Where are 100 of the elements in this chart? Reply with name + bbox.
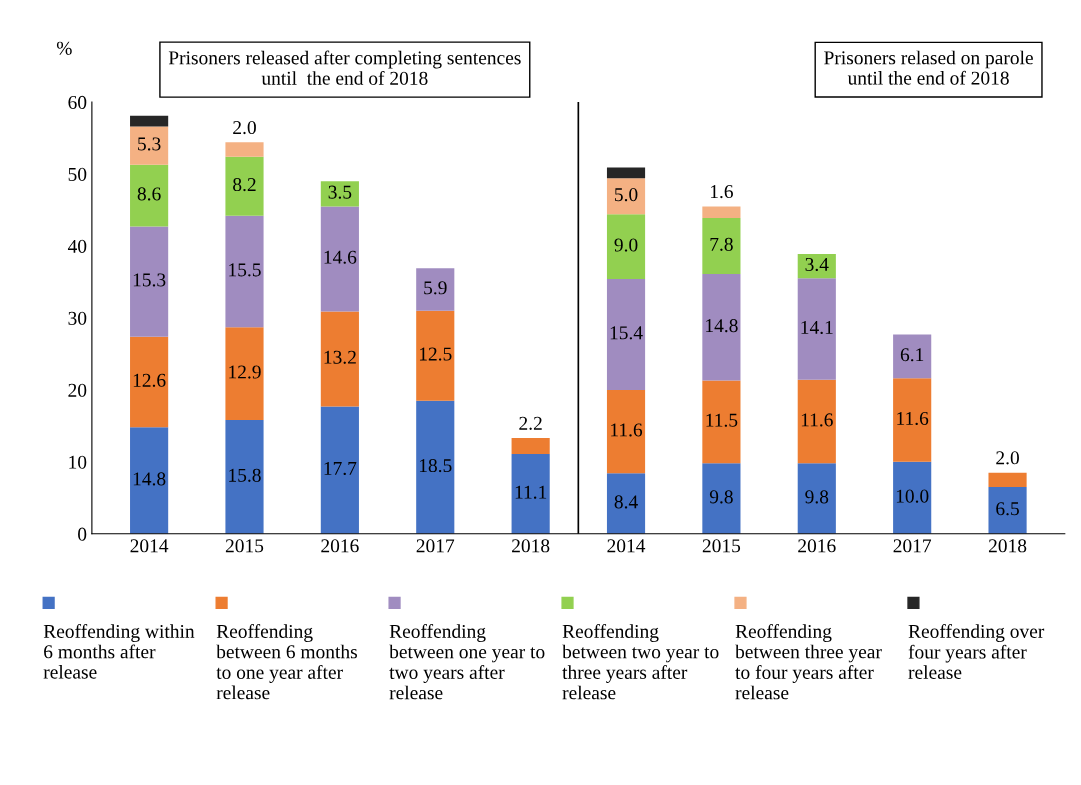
x-tick-label: 2017	[416, 539, 455, 553]
bar	[606, 389, 646, 474]
bar	[225, 327, 264, 421]
x-tick-label: 2017	[893, 539, 932, 553]
data-label: 9.8	[805, 490, 829, 504]
x-tick-label: 2015	[225, 539, 264, 553]
bar	[130, 164, 169, 227]
x-tick-label: 2018	[512, 539, 550, 553]
data-label: 6.5	[996, 502, 1019, 516]
bar	[606, 167, 646, 179]
bar	[702, 380, 741, 464]
bar	[320, 206, 359, 312]
bar	[797, 278, 836, 380]
x-tick-label: 2014	[130, 539, 169, 553]
data-label: 5.9	[424, 281, 447, 295]
bar	[225, 420, 264, 534]
data-label: 18.5	[419, 458, 452, 473]
bar	[893, 334, 932, 379]
data-label: 8.6	[137, 187, 161, 201]
data-label: 3.5	[328, 185, 352, 199]
bar	[416, 268, 455, 311]
x-tick-label: 2018	[988, 539, 1027, 553]
text: Prisoners relased on parole until the end of 2018	[824, 50, 1033, 85]
bar	[225, 142, 264, 157]
bar	[416, 400, 455, 534]
bar	[130, 126, 169, 165]
bar	[416, 310, 455, 401]
bar	[702, 217, 741, 275]
data-label: 6.1	[900, 348, 924, 362]
bar	[130, 336, 169, 428]
data-label: 8.4	[614, 495, 638, 509]
bar	[606, 473, 646, 534]
bar	[797, 463, 836, 534]
x-tick-label: 2014	[607, 539, 646, 553]
data-label: 11.6	[611, 423, 643, 437]
data-label: 15.5	[229, 263, 261, 277]
data-label: 13.2	[324, 350, 356, 364]
legend-label: Reoffending between 6 months to one year after release	[216, 624, 357, 700]
x-tick-label: 2016	[798, 539, 836, 553]
data-label: 2.0	[996, 451, 1019, 465]
data-label: 12.6	[133, 373, 166, 387]
data-label: 11.5	[706, 413, 738, 427]
data-label: 14.1	[801, 320, 833, 335]
data-label: 2.2	[519, 416, 542, 430]
data-label: 12.5	[419, 347, 452, 361]
data-label: 10.0	[896, 489, 929, 503]
data-label: 7.8	[710, 237, 733, 251]
y-tick-label: 50	[68, 167, 87, 181]
data-label: 11.6	[897, 411, 929, 426]
x-tick-label: 2015	[702, 539, 741, 553]
data-label: 15.3	[133, 273, 166, 287]
bar	[893, 378, 932, 462]
y-tick-label: 40	[67, 239, 87, 253]
y-tick-label: 10	[69, 455, 87, 469]
bar	[797, 379, 836, 464]
y-tick-label: 30	[68, 311, 87, 325]
bar	[511, 453, 550, 534]
data-label: 9.0	[614, 238, 638, 252]
bar	[320, 406, 359, 534]
legend-label: Reoffending between two year to three years after release	[562, 624, 719, 700]
y-axis-title: %	[56, 41, 72, 55]
data-label: 5.0	[615, 188, 638, 202]
text: Prisoners released after completing sentences until the end of 2018	[168, 50, 521, 85]
bar	[702, 274, 741, 381]
data-label: 9.8	[709, 490, 733, 504]
bar	[606, 178, 646, 215]
legend-label: Reoffending over four years after release	[908, 624, 1045, 679]
bar	[606, 214, 646, 280]
bar	[130, 115, 169, 127]
bar	[130, 427, 169, 534]
x-tick-label: 2016	[321, 539, 359, 553]
data-label: 11.1	[515, 485, 547, 499]
data-label: 5.3	[138, 137, 161, 151]
data-label: 15.8	[229, 468, 261, 482]
data-label: 11.6	[801, 413, 833, 427]
data-label: 2.0	[233, 120, 256, 135]
bar	[606, 279, 646, 390]
y-tick-label: 60	[68, 95, 87, 109]
bar	[702, 206, 741, 218]
data-label: 3.4	[805, 257, 829, 272]
bar	[988, 472, 1027, 488]
legend-label: Reoffending within 6 months after release	[43, 624, 195, 679]
y-tick-label: 20	[68, 383, 87, 397]
bar	[320, 311, 359, 407]
data-label: 14.6	[324, 250, 357, 264]
bar	[511, 438, 550, 454]
y-tick-label: 0	[78, 527, 87, 541]
data-label: 14.8	[706, 319, 738, 333]
bar	[702, 463, 741, 534]
bar	[225, 156, 264, 216]
data-label: 8.2	[233, 177, 256, 192]
data-label: 14.8	[133, 472, 166, 486]
bar	[130, 226, 169, 337]
bar	[893, 461, 932, 534]
legend-label: Reoffending between one year to two years after release	[389, 624, 545, 700]
data-label: 15.4	[610, 326, 643, 340]
bar	[225, 215, 264, 328]
data-label: 17.7	[324, 461, 357, 476]
bar	[988, 487, 1027, 534]
legend-label: Reoffending between three year to four years after release	[735, 624, 882, 700]
